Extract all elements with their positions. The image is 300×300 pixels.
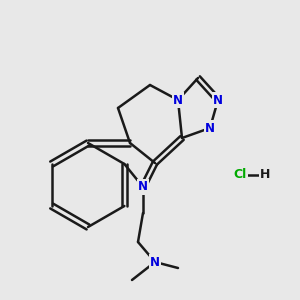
Text: N: N bbox=[173, 94, 183, 106]
Text: H: H bbox=[260, 169, 270, 182]
Text: Cl: Cl bbox=[233, 169, 247, 182]
Text: N: N bbox=[138, 181, 148, 194]
Text: N: N bbox=[213, 94, 223, 106]
Text: N: N bbox=[150, 256, 160, 268]
Text: N: N bbox=[205, 122, 215, 134]
